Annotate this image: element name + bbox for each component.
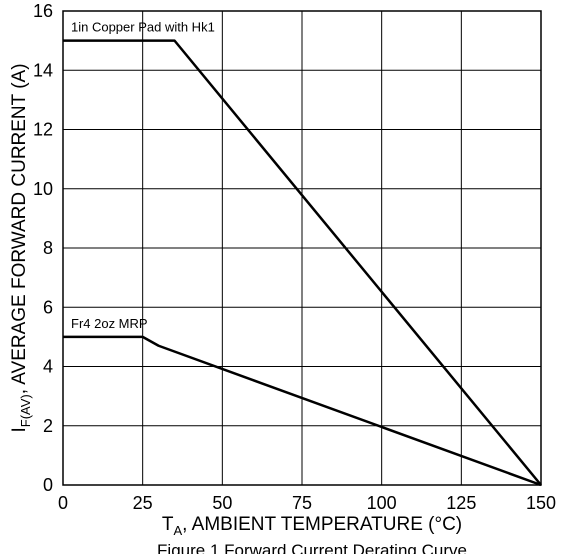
y-tick-label: 6 — [43, 297, 53, 317]
series-labels: 1in Copper Pad with Hk1 Fr4 2oz MRP — [71, 20, 215, 331]
y-tick-label: 8 — [43, 238, 53, 258]
y-tick-label: 4 — [43, 357, 53, 377]
x-tick-labels: 0 25 50 75 100 125 150 — [58, 493, 556, 513]
x-tick-label: 100 — [367, 493, 397, 513]
y-tick-label: 0 — [43, 475, 53, 495]
x-tick-label: 125 — [446, 493, 476, 513]
figure-caption: Figure 1 Forward Current Derating Curve — [157, 541, 467, 554]
y-tick-label: 10 — [33, 179, 53, 199]
series-label-1: 1in Copper Pad with Hk1 — [71, 20, 215, 35]
x-axis-title: TA, AMBIENT TEMPERATURE (°C) — [162, 514, 462, 538]
y-tick-label: 12 — [33, 120, 53, 140]
series-line-1 — [63, 39, 542, 486]
series-line-2 — [63, 335, 542, 487]
plot-frame — [62, 10, 542, 486]
x-tick-label: 0 — [58, 493, 68, 513]
x-tick-label: 150 — [526, 493, 556, 513]
y-tick-labels: 0 2 4 6 8 10 12 14 16 — [33, 1, 53, 495]
series-lines — [63, 39, 542, 487]
x-tick-label: 25 — [133, 493, 153, 513]
x-tick-label: 50 — [212, 493, 232, 513]
x-tick-label: 75 — [292, 493, 312, 513]
y-axis-title: IF(AV), AVERAGE FORWARD CURRENT (A) — [9, 63, 33, 432]
series-label-2: Fr4 2oz MRP — [71, 316, 148, 331]
y-tick-label: 14 — [33, 60, 53, 80]
y-tick-label: 2 — [43, 416, 53, 436]
grid-lines — [62, 10, 542, 486]
y-tick-label: 16 — [33, 1, 53, 21]
